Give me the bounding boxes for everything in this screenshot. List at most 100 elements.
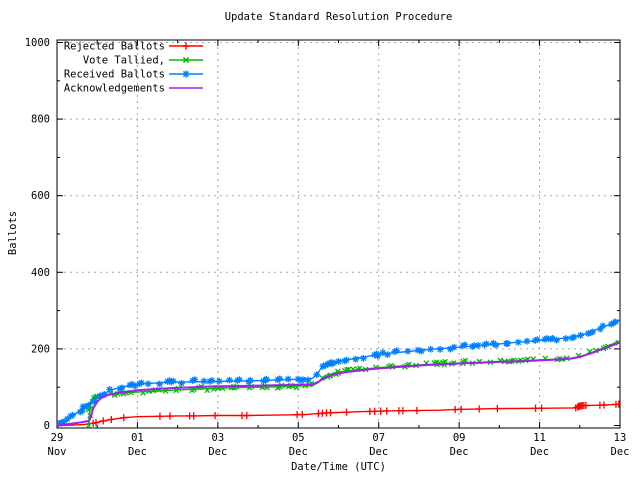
star-marker: [138, 380, 145, 386]
xtick-label-month: Dec: [289, 446, 308, 458]
xtick-label-date: 03: [212, 432, 225, 444]
star-marker: [145, 380, 152, 387]
star-marker: [352, 356, 359, 363]
tick-labels: 0 200 400 600 800 1000 29 Nov 01 Dec 03 Dec 05 Dec 07 D…: [25, 37, 630, 458]
star-marker: [305, 377, 311, 383]
star-marker: [313, 371, 320, 378]
ytick-label-800: 800: [31, 114, 50, 126]
xtick-label-month: Dec: [611, 446, 630, 458]
legend-label: Rejected Ballots: [64, 41, 165, 53]
star-marker: [549, 335, 556, 341]
star-marker: [335, 358, 342, 365]
cross-marker: [293, 384, 300, 391]
star-marker: [418, 348, 425, 354]
xtick-label-month: Dec: [530, 446, 549, 458]
star-marker: [263, 376, 270, 383]
star-marker: [216, 378, 223, 385]
series-markers: [85, 339, 620, 428]
star-marker: [79, 408, 86, 414]
x-axis-title: Date/Time (UTC): [291, 461, 386, 473]
star-marker: [404, 348, 411, 355]
star-marker: [427, 346, 434, 353]
star-marker: [462, 342, 468, 348]
axis-ticks: [56, 40, 621, 428]
xtick-label-date: 05: [292, 432, 305, 444]
ytick-label-0: 0: [44, 420, 50, 432]
star-marker: [562, 335, 569, 342]
star-marker: [590, 328, 596, 335]
star-marker: [553, 337, 560, 344]
legend-label: Received Ballots: [64, 69, 165, 81]
gridlines: [58, 41, 619, 427]
star-marker: [451, 344, 457, 351]
star-marker: [182, 70, 190, 78]
xtick-label-date: 01: [131, 432, 144, 444]
star-marker: [571, 334, 577, 340]
star-marker: [612, 318, 619, 325]
series-line: [57, 341, 620, 427]
cross-marker: [85, 422, 92, 428]
xtick-label-date: 11: [533, 432, 546, 444]
star-marker: [295, 376, 302, 382]
star-marker: [129, 381, 135, 387]
star-marker: [504, 340, 511, 347]
legend-sample: [169, 70, 203, 78]
legend-sample: [169, 56, 203, 64]
star-marker: [379, 349, 386, 356]
cross-marker: [462, 357, 469, 364]
star-marker: [384, 351, 391, 358]
star-marker: [524, 338, 530, 345]
plot-border: [56, 39, 621, 429]
star-marker: [226, 377, 233, 384]
y-axis-title: Ballots: [7, 210, 19, 256]
series-markers: [89, 400, 620, 427]
star-marker: [492, 342, 499, 348]
ytick-label-200: 200: [31, 343, 50, 355]
star-marker: [85, 402, 91, 409]
star-marker: [360, 355, 367, 362]
chart-title: Update Standard Resolution Procedure: [224, 11, 453, 23]
star-marker: [599, 322, 606, 329]
star-marker: [201, 378, 207, 385]
ytick-label-1000: 1000: [25, 37, 50, 49]
series-rejected-ballots: [57, 400, 620, 427]
series-acknowledgements: [57, 341, 620, 427]
star-marker: [276, 375, 283, 382]
star-marker: [343, 357, 350, 363]
star-marker: [374, 353, 381, 359]
xtick-label-date: 09: [453, 432, 466, 444]
cross-marker: [204, 387, 211, 394]
series-received-ballots: [57, 318, 620, 428]
star-marker: [191, 376, 198, 383]
xtick-label-date: 07: [372, 432, 385, 444]
star-marker: [300, 376, 306, 383]
star-marker: [475, 342, 482, 349]
star-marker: [285, 376, 292, 383]
star-marker: [247, 377, 254, 384]
star-marker: [101, 391, 108, 397]
ytick-label-600: 600: [31, 190, 50, 202]
cross-marker: [140, 389, 147, 396]
star-marker: [577, 332, 584, 339]
star-marker: [437, 346, 444, 353]
xtick-label-month: Dec: [208, 446, 227, 458]
star-marker: [92, 397, 98, 404]
legend-label: Vote Tallied,: [83, 55, 165, 67]
xtick-label-date: 13: [614, 432, 627, 444]
star-marker: [156, 381, 163, 387]
series-markers: [57, 318, 619, 428]
star-marker: [534, 336, 541, 343]
cross-marker: [182, 56, 190, 64]
cross-marker: [334, 368, 341, 375]
xtick-label-month: Dec: [369, 446, 388, 458]
star-marker: [170, 378, 177, 384]
star-marker: [393, 347, 400, 354]
star-marker: [119, 384, 125, 391]
star-marker: [483, 341, 490, 347]
star-marker: [59, 419, 66, 426]
cross-marker: [433, 359, 440, 365]
xtick-label-month: Dec: [450, 446, 469, 458]
series-vote-tallied-: [85, 339, 620, 428]
